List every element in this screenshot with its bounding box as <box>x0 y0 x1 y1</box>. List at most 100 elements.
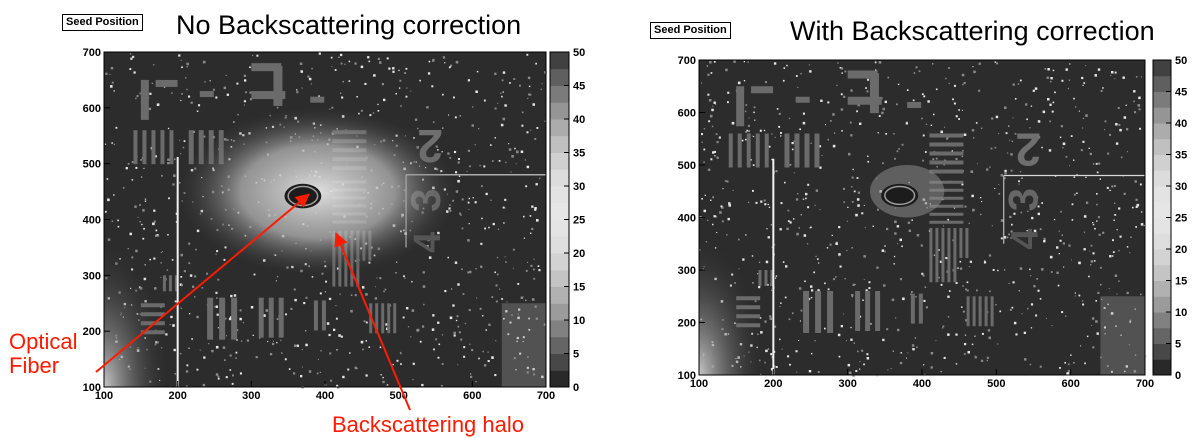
fiber-spot <box>881 183 919 207</box>
colorbar-segment <box>550 336 569 354</box>
y-tick-label: 700 <box>678 55 696 67</box>
colorbar-segment <box>1153 154 1171 171</box>
x-tick-label: 600 <box>463 390 481 402</box>
colorbar-segment <box>550 269 569 287</box>
y-tick-label: 300 <box>83 270 101 282</box>
x-tick-label: 600 <box>1061 378 1079 390</box>
plot-area <box>699 60 1145 375</box>
colorbar-segment <box>1153 264 1171 281</box>
colorbar-tick-label: 10 <box>573 315 585 327</box>
colorbar-segment <box>1153 75 1171 92</box>
colorbar-tick-label: 25 <box>573 215 585 227</box>
seed-position-tag: Seed Position <box>650 22 731 39</box>
halo-arrow <box>334 232 411 411</box>
y-tick-label: 600 <box>83 103 101 115</box>
optical-fiber-label: Optical Fiber <box>9 330 77 378</box>
x-tick-label: 300 <box>838 378 856 390</box>
colorbar-segment <box>1153 217 1171 234</box>
seed-position-tag: Seed Position <box>62 14 143 31</box>
y-tick-label: 400 <box>678 213 696 225</box>
colorbar-segment <box>550 202 569 220</box>
colorbar-segment <box>550 186 569 204</box>
optical-fiber-label-line1: Optical <box>9 329 78 354</box>
y-tick-label: 200 <box>678 318 696 330</box>
colorbar-segment <box>1153 312 1171 329</box>
colorbar-segment <box>1153 327 1171 344</box>
colorbar-segment <box>1153 280 1171 297</box>
colorbar-tick-label: 5 <box>573 349 579 361</box>
colorbar-tick-label: 30 <box>573 181 585 193</box>
optical-fiber-arrow <box>95 193 310 373</box>
left-panel: Seed Position No Backscattering correcti… <box>9 10 585 437</box>
fiber-spot <box>284 183 322 209</box>
right-chart-title: With Backscattering correction <box>790 16 1155 46</box>
colorbar-segment <box>1153 201 1171 218</box>
x-tick-label: 700 <box>537 390 555 402</box>
colorbar-tick-label: 20 <box>1175 244 1187 256</box>
colorbar-tick-label: 0 <box>573 382 579 394</box>
colorbar-segment <box>1153 107 1171 124</box>
x-tick-label: 300 <box>242 390 260 402</box>
colorbar-segment <box>1153 249 1171 266</box>
backscattering-halo-label: Backscattering halo <box>332 412 524 437</box>
colorbar-segment <box>550 52 569 70</box>
colorbar-tick-label: 15 <box>1175 276 1187 288</box>
svg-text:2: 2 <box>1015 124 1041 176</box>
y-tick-label: 200 <box>83 326 101 338</box>
colorbar-segment <box>1153 233 1171 250</box>
x-tick-label: 200 <box>168 390 186 402</box>
optical-fiber-label-line2: Fiber <box>9 353 60 378</box>
left-chart-title: No Backscattering correction <box>176 10 522 40</box>
corner-glow <box>104 236 171 387</box>
colorbar-tick-label: 50 <box>1175 55 1187 67</box>
colorbar-segment <box>1153 186 1171 203</box>
colorbar-segment <box>550 353 569 371</box>
right-panel: Seed Position With Backscattering correc… <box>596 0 1192 438</box>
colorbar-tick-label: 15 <box>573 282 585 294</box>
colorbar-tick-label: 5 <box>1175 339 1181 351</box>
colorbar-segment <box>550 286 569 304</box>
svg-text:4: 4 <box>1005 229 1047 250</box>
colorbar-segment <box>1153 359 1171 376</box>
colorbar-tick-label: 50 <box>573 47 585 59</box>
corner-glow <box>1100 296 1145 375</box>
colorbar-tick-label: 10 <box>1175 307 1187 319</box>
colorbar-segment <box>1153 170 1171 187</box>
colorbar-tick-label: 30 <box>1175 181 1187 193</box>
colorbar-segment <box>550 102 569 120</box>
colorbar-tick-label: 20 <box>573 248 585 260</box>
x-tick-label: 200 <box>764 378 782 390</box>
test-pattern: 2 3 4 <box>728 70 1047 333</box>
x-tick-label: 400 <box>913 378 931 390</box>
colorbar-segment <box>1153 123 1171 140</box>
colorbar-segment <box>550 253 569 271</box>
x-tick-label: 400 <box>316 390 334 402</box>
corner-glow <box>501 303 546 387</box>
colorbar-segment <box>550 85 569 103</box>
colorbar-tick-label: 45 <box>1175 87 1187 99</box>
colorbar-tick-label: 35 <box>573 148 585 160</box>
x-tick-label: 500 <box>987 378 1005 390</box>
colorbar-segment <box>550 303 569 321</box>
colorbar-segment <box>550 236 569 254</box>
y-tick-label: 600 <box>678 108 696 120</box>
y-tick-label: 400 <box>83 215 101 227</box>
colorbar-tick-label: 40 <box>1175 118 1187 130</box>
colorbar-segment <box>550 370 569 388</box>
colorbar-segment <box>550 320 569 338</box>
colorbar-segment <box>1153 296 1171 313</box>
corner-glow <box>699 233 766 375</box>
colorbar-segment <box>1153 91 1171 108</box>
x-tick-label: 700 <box>1136 378 1154 390</box>
colorbar-segment <box>550 152 569 170</box>
x-tick-label: 100 <box>690 378 708 390</box>
colorbar-segment <box>1153 138 1171 155</box>
colorbar-segment <box>550 68 569 86</box>
colorbar-tick-label: 35 <box>1175 150 1187 162</box>
colorbar-tick-label: 25 <box>1175 213 1187 225</box>
svg-text:3: 3 <box>1000 188 1047 211</box>
colorbar-tick-label: 40 <box>573 114 585 126</box>
colorbar-segment <box>1153 343 1171 360</box>
y-tick-label: 500 <box>83 159 101 171</box>
